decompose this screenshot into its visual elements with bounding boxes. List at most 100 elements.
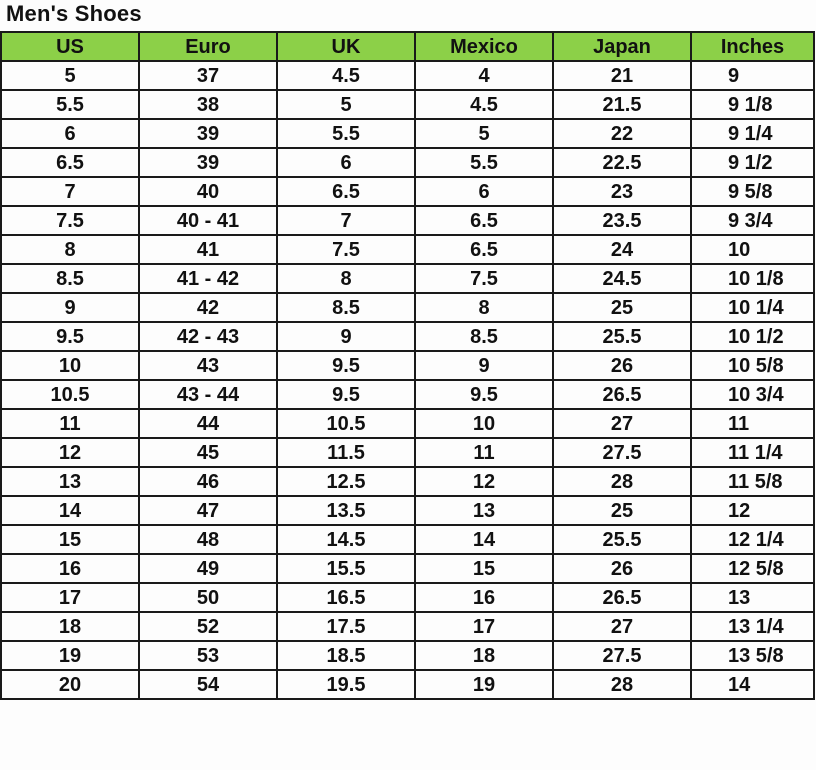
cell-uk: 16.5 xyxy=(276,582,416,613)
cell-inches: 9 1/2 xyxy=(690,147,815,178)
cell-mexico: 16 xyxy=(414,582,554,613)
table-row: 10.5 43 - 44 9.5 9.5 26.5 10 3/4 xyxy=(0,379,815,410)
cell-inches: 11 5/8 xyxy=(690,466,815,497)
column-header-us: US xyxy=(0,31,140,62)
cell-euro: 39 xyxy=(138,118,278,149)
cell-uk: 5.5 xyxy=(276,118,416,149)
cell-us: 8 xyxy=(0,234,140,265)
cell-us: 6.5 xyxy=(0,147,140,178)
cell-euro: 41 xyxy=(138,234,278,265)
cell-us: 5 xyxy=(0,60,140,91)
table-row: 8 41 7.5 6.5 24 10 xyxy=(0,234,815,265)
cell-japan: 28 xyxy=(552,669,692,700)
cell-japan: 23 xyxy=(552,176,692,207)
cell-japan: 27 xyxy=(552,611,692,642)
cell-uk: 17.5 xyxy=(276,611,416,642)
cell-inches: 12 1/4 xyxy=(690,524,815,555)
cell-us: 11 xyxy=(0,408,140,439)
size-chart-table: US Euro UK Mexico Japan Inches 5 37 4.5 4 21 9 5.5 3… xyxy=(0,31,815,700)
cell-uk: 19.5 xyxy=(276,669,416,700)
cell-japan: 23.5 xyxy=(552,205,692,236)
cell-mexico: 6 xyxy=(414,176,554,207)
cell-japan: 21 xyxy=(552,60,692,91)
column-header-inches: Inches xyxy=(690,31,815,62)
cell-inches: 13 5/8 xyxy=(690,640,815,671)
table-row: 9 42 8.5 8 25 10 1/4 xyxy=(0,292,815,323)
cell-us: 5.5 xyxy=(0,89,140,120)
cell-uk: 7 xyxy=(276,205,416,236)
cell-euro: 40 - 41 xyxy=(138,205,278,236)
cell-inches: 13 1/4 xyxy=(690,611,815,642)
cell-uk: 15.5 xyxy=(276,553,416,584)
cell-inches: 9 1/8 xyxy=(690,89,815,120)
cell-mexico: 12 xyxy=(414,466,554,497)
table-row: 9.5 42 - 43 9 8.5 25.5 10 1/2 xyxy=(0,321,815,352)
table-row: 5.5 38 5 4.5 21.5 9 1/8 xyxy=(0,89,815,120)
cell-us: 8.5 xyxy=(0,263,140,294)
cell-euro: 53 xyxy=(138,640,278,671)
cell-us: 13 xyxy=(0,466,140,497)
cell-us: 10.5 xyxy=(0,379,140,410)
cell-inches: 13 xyxy=(690,582,815,613)
cell-us: 20 xyxy=(0,669,140,700)
cell-us: 17 xyxy=(0,582,140,613)
table-row: 14 47 13.5 13 25 12 xyxy=(0,495,815,526)
cell-inches: 12 5/8 xyxy=(690,553,815,584)
cell-inches: 10 5/8 xyxy=(690,350,815,381)
table-row: 19 53 18.5 18 27.5 13 5/8 xyxy=(0,640,815,671)
table-row: 13 46 12.5 12 28 11 5/8 xyxy=(0,466,815,497)
cell-uk: 4.5 xyxy=(276,60,416,91)
cell-japan: 26 xyxy=(552,350,692,381)
cell-japan: 28 xyxy=(552,466,692,497)
cell-japan: 27 xyxy=(552,408,692,439)
column-header-uk: UK xyxy=(276,31,416,62)
cell-euro: 46 xyxy=(138,466,278,497)
cell-japan: 25.5 xyxy=(552,524,692,555)
cell-euro: 43 xyxy=(138,350,278,381)
cell-inches: 12 xyxy=(690,495,815,526)
cell-inches: 11 1/4 xyxy=(690,437,815,468)
cell-japan: 25 xyxy=(552,292,692,323)
cell-mexico: 5 xyxy=(414,118,554,149)
cell-uk: 18.5 xyxy=(276,640,416,671)
cell-euro: 40 xyxy=(138,176,278,207)
cell-uk: 8.5 xyxy=(276,292,416,323)
cell-mexico: 7.5 xyxy=(414,263,554,294)
table-row: 6.5 39 6 5.5 22.5 9 1/2 xyxy=(0,147,815,178)
cell-euro: 48 xyxy=(138,524,278,555)
cell-us: 12 xyxy=(0,437,140,468)
cell-inches: 10 1/2 xyxy=(690,321,815,352)
cell-us: 19 xyxy=(0,640,140,671)
cell-us: 18 xyxy=(0,611,140,642)
cell-inches: 10 1/8 xyxy=(690,263,815,294)
cell-mexico: 10 xyxy=(414,408,554,439)
cell-euro: 54 xyxy=(138,669,278,700)
cell-inches: 10 xyxy=(690,234,815,265)
cell-mexico: 19 xyxy=(414,669,554,700)
cell-japan: 22.5 xyxy=(552,147,692,178)
cell-mexico: 8 xyxy=(414,292,554,323)
cell-euro: 41 - 42 xyxy=(138,263,278,294)
cell-uk: 7.5 xyxy=(276,234,416,265)
cell-mexico: 5.5 xyxy=(414,147,554,178)
cell-japan: 24 xyxy=(552,234,692,265)
cell-mexico: 18 xyxy=(414,640,554,671)
cell-us: 16 xyxy=(0,553,140,584)
cell-mexico: 9 xyxy=(414,350,554,381)
table-row: 18 52 17.5 17 27 13 1/4 xyxy=(0,611,815,642)
cell-us: 10 xyxy=(0,350,140,381)
column-header-mexico: Mexico xyxy=(414,31,554,62)
cell-inches: 9 3/4 xyxy=(690,205,815,236)
cell-us: 9 xyxy=(0,292,140,323)
cell-japan: 22 xyxy=(552,118,692,149)
cell-uk: 5 xyxy=(276,89,416,120)
cell-japan: 26.5 xyxy=(552,379,692,410)
cell-euro: 39 xyxy=(138,147,278,178)
cell-us: 7.5 xyxy=(0,205,140,236)
cell-mexico: 15 xyxy=(414,553,554,584)
cell-uk: 10.5 xyxy=(276,408,416,439)
table-row: 5 37 4.5 4 21 9 xyxy=(0,60,815,91)
cell-inches: 14 xyxy=(690,669,815,700)
cell-mexico: 4 xyxy=(414,60,554,91)
cell-uk: 8 xyxy=(276,263,416,294)
